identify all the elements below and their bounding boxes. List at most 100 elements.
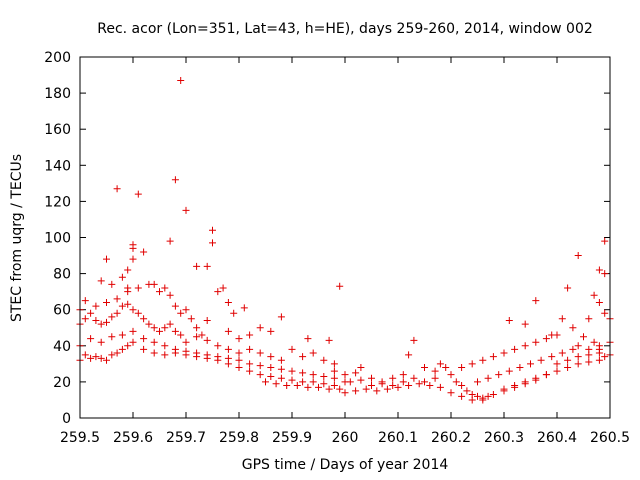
x-axis-label: GPS time / Days of year 2014 xyxy=(242,457,449,473)
data-point xyxy=(267,363,275,371)
data-point xyxy=(304,335,312,343)
data-point xyxy=(256,349,264,357)
data-point xyxy=(558,315,566,323)
data-point xyxy=(532,338,540,346)
data-point xyxy=(108,280,116,288)
data-point xyxy=(553,367,561,375)
data-point xyxy=(256,362,264,370)
y-tick-label: 180 xyxy=(44,86,71,102)
data-point xyxy=(458,363,466,371)
data-point xyxy=(113,349,121,357)
data-point xyxy=(118,345,126,353)
data-point xyxy=(246,345,254,353)
data-point xyxy=(590,291,598,299)
data-point xyxy=(182,338,190,346)
data-point xyxy=(235,356,243,364)
y-tick-label: 160 xyxy=(44,122,71,138)
data-point xyxy=(299,369,307,377)
data-point xyxy=(601,309,609,317)
data-point xyxy=(81,297,89,305)
data-point xyxy=(378,380,386,388)
data-point xyxy=(527,360,534,368)
data-point xyxy=(299,378,307,386)
data-point xyxy=(368,382,375,390)
data-point xyxy=(288,367,296,375)
data-point xyxy=(489,353,497,361)
data-point xyxy=(553,360,561,368)
data-point xyxy=(129,327,137,335)
data-point xyxy=(468,360,476,368)
data-point xyxy=(230,309,238,317)
data-point xyxy=(103,318,110,326)
data-point xyxy=(118,273,126,281)
data-point xyxy=(81,315,89,323)
data-point xyxy=(373,387,381,395)
data-point xyxy=(436,383,444,391)
data-point xyxy=(362,385,370,393)
data-point xyxy=(203,317,211,325)
data-point xyxy=(574,360,582,368)
data-point xyxy=(209,239,216,247)
data-point xyxy=(177,331,185,339)
x-tick-label: 260 xyxy=(332,430,359,446)
y-tick-label: 120 xyxy=(44,194,71,210)
plot-frame xyxy=(79,56,611,419)
data-point xyxy=(171,176,179,184)
data-point xyxy=(161,284,169,292)
data-point xyxy=(272,380,280,388)
x-tick-label: 260.1 xyxy=(378,430,418,446)
data-point xyxy=(405,382,413,390)
data-point xyxy=(145,320,153,328)
x-tick-label: 260.3 xyxy=(484,430,524,446)
data-point xyxy=(500,385,508,393)
data-point xyxy=(542,335,550,343)
x-tick-label: 259.9 xyxy=(272,430,312,446)
y-tick-label: 80 xyxy=(53,267,71,283)
data-point xyxy=(124,342,132,350)
data-point xyxy=(436,360,444,368)
data-point xyxy=(431,367,439,375)
data-point xyxy=(511,382,519,390)
data-point xyxy=(203,262,211,270)
data-point xyxy=(542,371,550,379)
data-point xyxy=(161,351,169,359)
data-point xyxy=(585,345,593,353)
data-point xyxy=(171,302,179,310)
data-point xyxy=(309,378,317,386)
data-point xyxy=(171,345,179,353)
x-tick-label: 260.4 xyxy=(537,430,577,446)
data-point xyxy=(103,298,110,306)
data-point xyxy=(219,284,227,292)
data-point xyxy=(474,392,481,400)
data-point xyxy=(521,320,529,328)
data-point xyxy=(383,385,391,393)
y-tick-label: 20 xyxy=(53,375,71,391)
data-point xyxy=(92,317,100,325)
data-point xyxy=(140,248,148,256)
data-point xyxy=(336,282,344,290)
data-point xyxy=(87,354,95,362)
data-point xyxy=(193,324,201,332)
data-point xyxy=(177,309,185,317)
data-point xyxy=(410,374,418,382)
chart-title: Rec. acor (Lon=351, Lat=43, h=HE), days … xyxy=(97,21,593,37)
data-point xyxy=(484,392,492,400)
data-point xyxy=(235,349,243,357)
data-point xyxy=(262,378,269,386)
data-point xyxy=(150,338,158,346)
data-point xyxy=(134,284,142,292)
data-point xyxy=(558,349,566,357)
data-point xyxy=(256,371,264,379)
data-point xyxy=(224,327,232,335)
data-point xyxy=(193,333,201,341)
data-point xyxy=(293,382,301,390)
data-point xyxy=(92,353,100,361)
data-point xyxy=(113,295,121,303)
data-point xyxy=(458,392,466,400)
data-point xyxy=(341,389,349,397)
data-point xyxy=(484,374,492,382)
data-point xyxy=(134,309,142,317)
data-point xyxy=(283,382,291,390)
data-point xyxy=(442,363,450,371)
